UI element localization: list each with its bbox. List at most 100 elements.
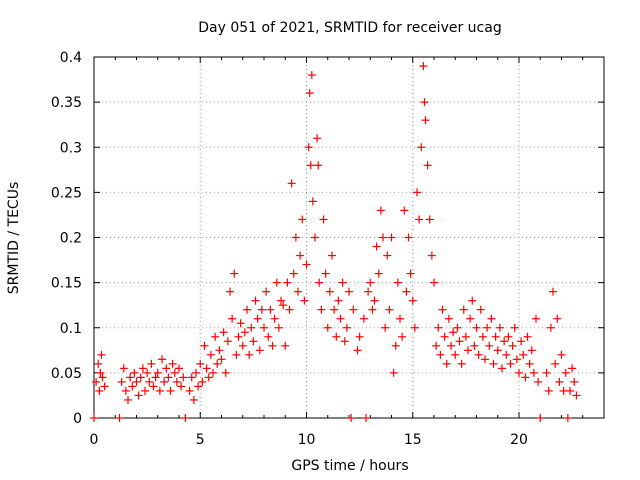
- data-point: [211, 332, 220, 341]
- data-point: [236, 319, 245, 328]
- data-point: [391, 341, 400, 350]
- data-point: [366, 278, 375, 287]
- data-point: [557, 350, 566, 359]
- data-point: [230, 269, 239, 278]
- data-point: [243, 305, 251, 314]
- data-point: [314, 161, 323, 170]
- data-point: [170, 368, 179, 377]
- data-point: [298, 215, 307, 224]
- chart-title: Day 051 of 2021, SRMTID for receiver uca…: [198, 20, 501, 36]
- data-point: [455, 337, 464, 346]
- data-point: [194, 382, 203, 391]
- data-point: [381, 323, 390, 332]
- y-tick-label: 0: [73, 411, 82, 427]
- data-point: [487, 314, 496, 323]
- data-point: [362, 414, 370, 422]
- data-point: [568, 364, 577, 373]
- data-point: [138, 364, 147, 373]
- data-point: [189, 395, 198, 404]
- data-point: [202, 364, 211, 373]
- data-point: [502, 350, 511, 359]
- data-point: [408, 296, 417, 305]
- data-point: [291, 233, 300, 242]
- data-point: [249, 337, 258, 346]
- data-point: [470, 341, 479, 350]
- data-point: [451, 350, 460, 359]
- data-point: [92, 377, 101, 386]
- data-point: [177, 382, 186, 391]
- data-point: [512, 355, 521, 364]
- data-point: [347, 414, 356, 422]
- data-point: [321, 269, 330, 278]
- data-point: [425, 215, 434, 224]
- data-point: [270, 314, 279, 323]
- x-tick-label: 0: [90, 432, 99, 448]
- data-point: [536, 414, 545, 422]
- data-point: [155, 386, 164, 395]
- data-point: [175, 364, 183, 373]
- data-point: [364, 287, 373, 296]
- data-point: [132, 377, 141, 386]
- data-point: [553, 314, 562, 323]
- data-point: [215, 346, 224, 355]
- data-point: [311, 233, 319, 242]
- data-point: [459, 305, 468, 314]
- y-tick-label: 0.35: [51, 95, 82, 111]
- data-point: [90, 414, 98, 422]
- data-point: [372, 242, 381, 251]
- data-point: [260, 323, 268, 332]
- data-point: [153, 368, 162, 377]
- data-point: [457, 359, 466, 368]
- data-point: [283, 278, 292, 287]
- data-point: [355, 332, 364, 341]
- data-point: [185, 386, 194, 395]
- data-point: [307, 71, 316, 80]
- data-point: [430, 278, 438, 287]
- data-point: [285, 305, 294, 314]
- data-point: [221, 368, 230, 377]
- y-tick-label: 0.25: [51, 185, 82, 201]
- data-point: [504, 332, 513, 341]
- data-point: [421, 116, 430, 125]
- data-point: [232, 350, 241, 359]
- y-tick-label: 0.05: [51, 366, 82, 382]
- data-point: [251, 296, 260, 305]
- data-point: [272, 278, 281, 287]
- data-point: [172, 377, 181, 386]
- data-point: [304, 143, 313, 152]
- data-point: [544, 386, 553, 395]
- data-point: [555, 377, 564, 386]
- y-tick-label: 0.4: [60, 50, 82, 66]
- data-point: [417, 143, 426, 152]
- data-point: [387, 233, 396, 242]
- data-point: [570, 377, 579, 386]
- data-point: [517, 337, 526, 346]
- data-point: [143, 368, 152, 377]
- data-point: [264, 332, 273, 341]
- data-point: [551, 359, 560, 368]
- data-point: [340, 337, 349, 346]
- data-point: [228, 314, 237, 323]
- data-point: [379, 233, 387, 242]
- data-point: [534, 377, 543, 386]
- data-point: [464, 346, 472, 355]
- data-point: [563, 414, 572, 422]
- data-point: [542, 368, 551, 377]
- data-point: [525, 359, 534, 368]
- data-point: [240, 328, 249, 337]
- data-point: [164, 373, 173, 382]
- data-point: [420, 98, 429, 107]
- data-point: [519, 350, 528, 359]
- data-point: [166, 386, 175, 395]
- data-point: [204, 373, 213, 382]
- data-point: [219, 328, 228, 337]
- data-point: [158, 355, 166, 364]
- data-point: [393, 278, 402, 287]
- data-point: [328, 251, 336, 260]
- data-point: [398, 332, 407, 341]
- data-point: [483, 323, 492, 332]
- data-point: [319, 215, 328, 224]
- data-point: [359, 314, 368, 323]
- data-point: [493, 346, 502, 355]
- data-point: [160, 377, 169, 386]
